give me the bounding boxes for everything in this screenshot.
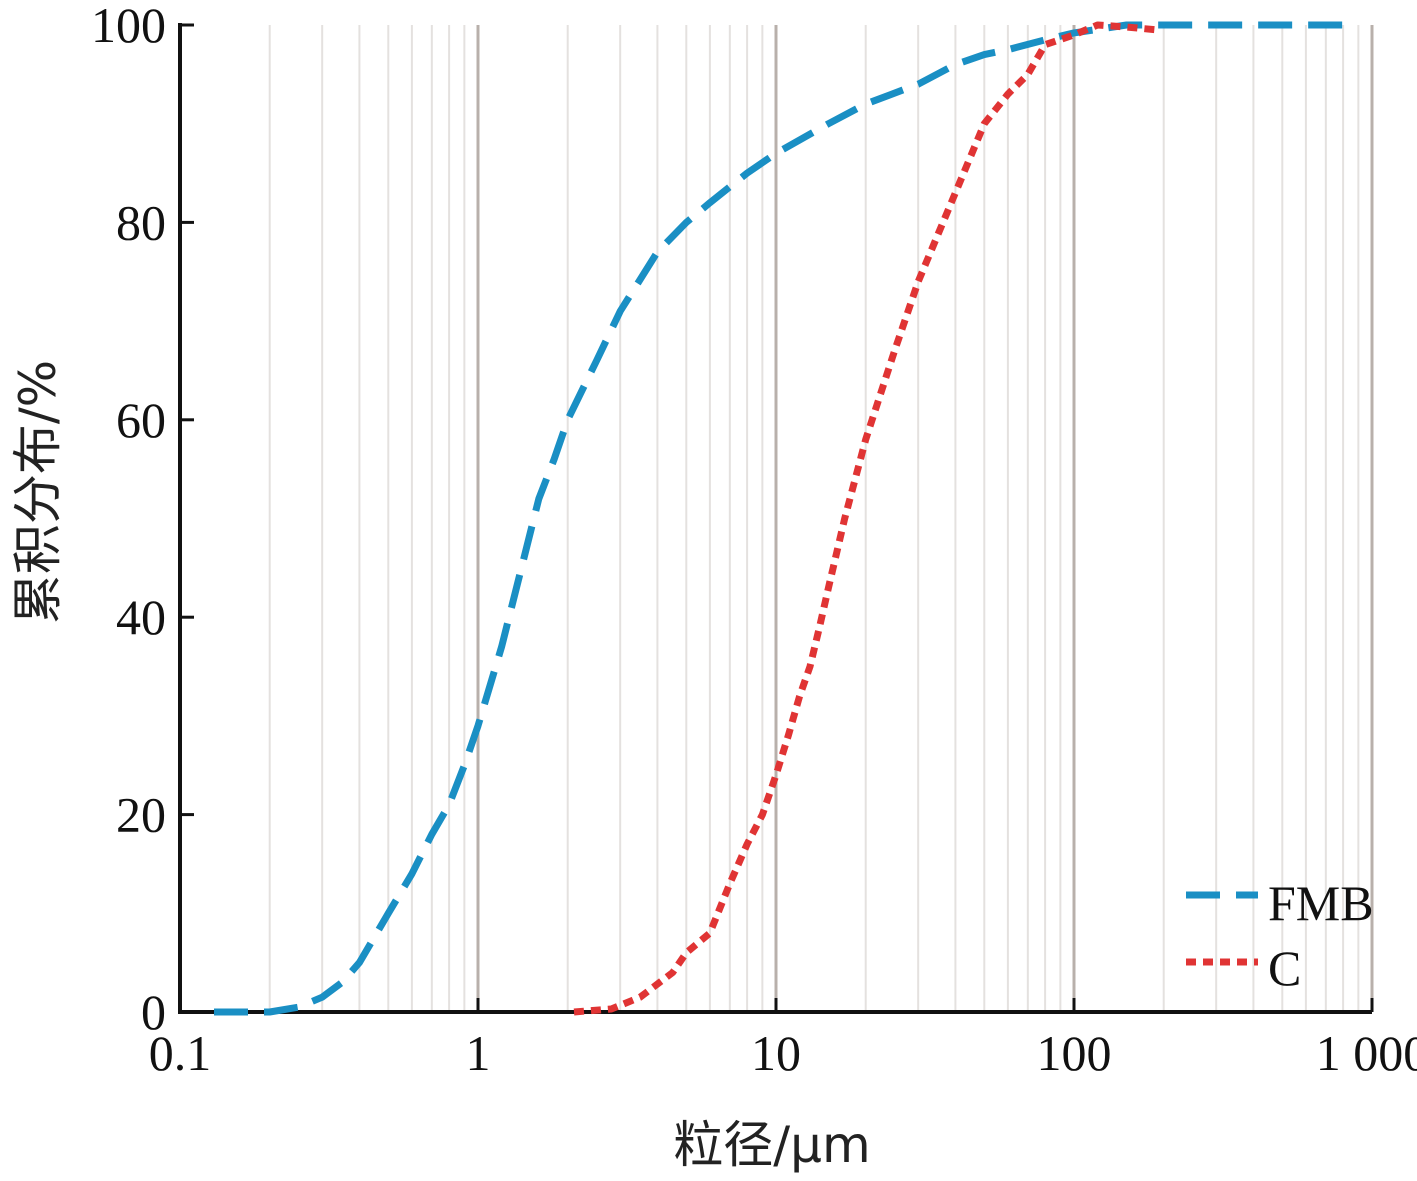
x-tick-label: 0.1 (149, 1025, 212, 1081)
series-line-c (573, 21, 1158, 1016)
y-axis-title: 累积分布/% (9, 360, 67, 624)
x-tick-label: 100 (1037, 1025, 1112, 1081)
legend-label-fmb: FMB (1268, 875, 1374, 931)
x-tick-label: 10 (751, 1025, 801, 1081)
y-tick-label: 60 (116, 392, 166, 448)
x-axis-title: 粒径/μm (673, 1116, 870, 1174)
y-tick-label: 80 (116, 194, 166, 250)
x-tick-label: 1 (466, 1025, 491, 1081)
y-tick-label: 0 (141, 984, 166, 1040)
series-line-fmb (214, 21, 1344, 1016)
x-tick-label: 1 000 (1316, 1025, 1417, 1081)
tick-labels: 0 20 40 60 80 100 0.1 1 10 100 1 000 (91, 0, 1417, 1081)
series-layer (214, 21, 1344, 1016)
y-tick-label: 40 (116, 589, 166, 645)
grid-lines (268, 25, 1374, 1012)
legend: FMB C (1186, 875, 1374, 996)
y-tick-label: 100 (91, 0, 166, 53)
y-tick-label: 20 (116, 787, 166, 843)
legend-label-c: C (1268, 940, 1301, 996)
